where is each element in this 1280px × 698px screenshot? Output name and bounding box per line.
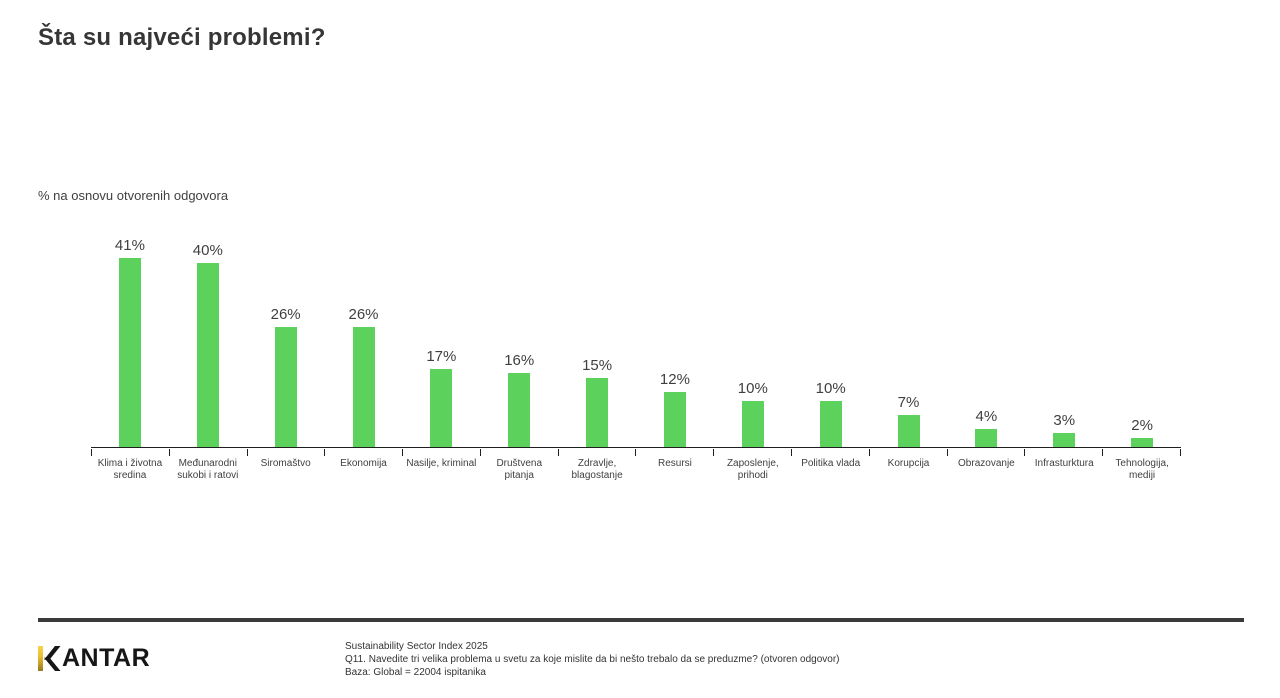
bar-column: 15%	[558, 236, 636, 447]
x-axis-label: Siromaštvo	[260, 458, 311, 469]
x-axis-label: Korupcija	[887, 458, 930, 469]
x-axis-label: Međunarodni sukobi i ratovi	[177, 458, 239, 481]
bar	[274, 327, 297, 447]
footnote-line-question: Q11. Navedite tri velika problema u svet…	[345, 654, 840, 665]
bar-column: 2%	[1103, 236, 1181, 447]
x-axis-label: Zdravlje, blagostanje	[571, 458, 623, 481]
kantar-logo-k-stem	[38, 645, 43, 671]
bar-column: 26%	[325, 236, 403, 447]
footnote-line-source: Sustainability Sector Index 2025	[345, 641, 488, 652]
bar	[663, 391, 686, 447]
x-axis-label: Ekonomija	[340, 458, 387, 469]
bar-column: 40%	[169, 236, 247, 447]
axis-tick	[1025, 449, 1104, 456]
bar-value-label: 10%	[815, 380, 846, 397]
kantar-logo-text: ANTAR	[62, 643, 151, 672]
bar	[118, 258, 141, 447]
x-axis-label: Nasilje, kriminal	[406, 458, 477, 469]
axis-tick	[170, 449, 248, 456]
bar-value-label: 3%	[1053, 412, 1076, 430]
bar-column: 10%	[714, 236, 792, 447]
x-axis-label: Klima i životna sredina	[97, 458, 163, 481]
axis-tick	[1103, 449, 1181, 456]
bar-column: 17%	[402, 236, 480, 447]
bar-value-label: 7%	[897, 393, 920, 411]
axis-tick	[325, 449, 404, 456]
bar-column: 10%	[792, 236, 870, 447]
bar-chart-plot: 41% 40% 26% 26% 17% 16% 15% 12% 10% 10% 7% 4% 3% 2%	[91, 236, 1181, 448]
bar-value-label: 15%	[582, 357, 613, 374]
bar	[1131, 437, 1154, 447]
x-axis-labels: Klima i životna sredina Međunarodni sukob…	[91, 458, 1181, 482]
bar-column: 3%	[1025, 236, 1103, 447]
bar-value-label: 2%	[1131, 416, 1153, 434]
axis-tick	[792, 449, 870, 456]
x-axis-label: Tehnologija, mediji	[1115, 458, 1169, 481]
bar-column: 41%	[91, 236, 169, 447]
bar	[352, 327, 375, 447]
axis-tick	[870, 449, 948, 456]
bar-value-label: 16%	[504, 352, 535, 370]
x-axis-label: Zaposlenje, prihodi	[726, 458, 779, 481]
bar-value-label: 12%	[659, 370, 690, 388]
bar	[897, 414, 920, 447]
x-axis-label: Resursi	[657, 458, 692, 469]
bar	[508, 373, 531, 447]
footnote-line-base: Baza: Global = 22004 ispitanika	[345, 667, 486, 678]
bar-value-label: 4%	[975, 407, 998, 425]
bar-value-label: 17%	[426, 347, 457, 365]
bar	[819, 401, 842, 447]
kantar-logo-k-diagonals	[44, 645, 61, 671]
chart-subtitle: % na osnovu otvorenih odgovora	[38, 188, 229, 203]
x-axis-ticks	[91, 449, 1181, 456]
axis-tick	[481, 449, 559, 456]
bar-column: 4%	[947, 236, 1025, 447]
axis-tick	[248, 449, 326, 456]
bar-column: 7%	[870, 236, 948, 447]
bar	[741, 401, 764, 447]
bar	[196, 263, 219, 447]
axis-tick	[92, 449, 170, 456]
footer-divider	[38, 618, 1244, 622]
axis-tick	[636, 449, 715, 456]
bar-value-label: 10%	[737, 380, 768, 397]
axis-tick	[403, 449, 481, 456]
footnote: Sustainability Sector Index 2025 Q11. Na…	[345, 640, 840, 679]
bar-column: 12%	[636, 236, 714, 447]
bar	[586, 378, 609, 447]
x-axis-label: Infrasturktura	[1034, 458, 1094, 469]
bar-value-label: 26%	[270, 306, 301, 324]
bar-value-label: 41%	[114, 237, 145, 255]
page-title: Šta su najveći problemi?	[38, 24, 326, 51]
bar-column: 26%	[247, 236, 325, 447]
bar	[975, 428, 998, 447]
axis-tick	[714, 449, 793, 456]
x-axis-label: Politika vlada	[801, 458, 861, 469]
x-axis-label: Obrazovanje	[958, 458, 1015, 469]
bar-column: 16%	[480, 236, 558, 447]
kantar-logo: ANTAR	[38, 645, 150, 671]
axis-tick	[559, 449, 637, 456]
axis-tick	[948, 449, 1026, 456]
bar	[430, 368, 453, 447]
x-axis-label: Društvena pitanja	[496, 458, 543, 481]
bar-value-label: 26%	[348, 306, 379, 324]
bar-value-label: 40%	[192, 242, 223, 259]
bar	[1053, 433, 1076, 447]
